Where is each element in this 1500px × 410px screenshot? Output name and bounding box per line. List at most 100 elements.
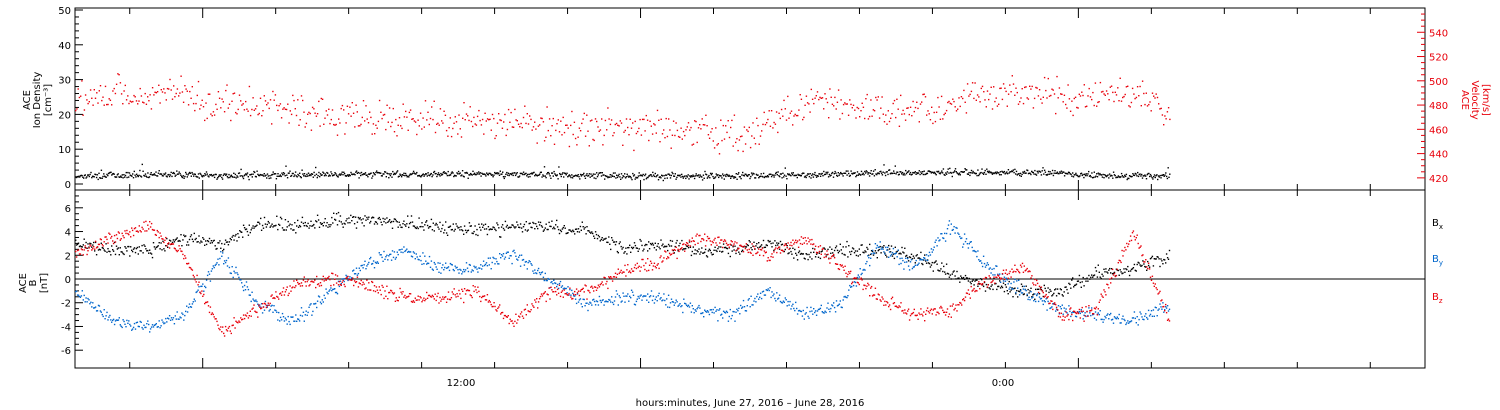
velocity-point <box>1076 106 1078 109</box>
bx-point <box>195 237 197 240</box>
density-point <box>274 173 277 175</box>
by-point <box>1094 311 1097 313</box>
by-point <box>747 299 749 301</box>
density-point <box>106 173 108 176</box>
by-point <box>861 272 863 275</box>
by-point <box>700 312 702 315</box>
bx-point <box>580 229 582 231</box>
density-point <box>814 171 816 174</box>
density-point <box>420 176 422 178</box>
by-point <box>806 306 808 309</box>
density-point <box>853 172 855 174</box>
bx-point <box>933 262 935 264</box>
bx-point <box>293 229 295 231</box>
velocity-point <box>629 118 631 120</box>
bx-point <box>375 221 378 223</box>
by-point <box>354 273 357 275</box>
density-point <box>632 175 635 177</box>
by-point <box>418 259 420 261</box>
bx-point <box>385 222 387 224</box>
top-right-tick-label: 540 <box>1429 28 1448 39</box>
velocity-point <box>1169 118 1171 121</box>
density-point <box>868 172 870 174</box>
velocity-point <box>823 108 825 110</box>
bx-point <box>502 227 505 230</box>
density-point <box>515 173 518 175</box>
bx-point <box>1081 281 1083 283</box>
density-point <box>1043 173 1045 175</box>
by-point <box>1142 318 1144 320</box>
density-point <box>800 175 802 177</box>
density-point <box>232 176 234 178</box>
density-point <box>1031 171 1034 173</box>
density-point <box>1141 177 1144 179</box>
density-point <box>499 170 501 172</box>
by-point <box>403 246 405 248</box>
density-point <box>1112 171 1115 173</box>
bx-point <box>1136 263 1138 266</box>
by-point <box>159 327 161 329</box>
velocity-point <box>654 124 656 126</box>
by-point <box>944 240 947 242</box>
bx-point <box>772 242 774 244</box>
by-point <box>969 241 971 243</box>
by-point <box>486 265 489 267</box>
bx-point <box>373 223 376 225</box>
density-point <box>465 172 467 174</box>
velocity-point <box>511 126 514 128</box>
velocity-point <box>112 90 114 92</box>
velocity-point <box>897 108 899 110</box>
bx-point <box>942 270 944 273</box>
velocity-point <box>871 115 873 117</box>
bx-point <box>636 247 638 249</box>
by-point <box>920 258 922 260</box>
by-point <box>686 305 689 308</box>
by-point <box>1054 303 1056 305</box>
by-point <box>156 326 158 328</box>
density-point <box>227 177 229 179</box>
velocity-point <box>924 96 927 98</box>
velocity-point <box>453 122 455 124</box>
bz-point <box>100 238 102 241</box>
velocity-point <box>681 138 683 140</box>
density-point <box>1137 171 1139 174</box>
density-point <box>350 171 352 174</box>
by-point <box>384 258 386 260</box>
density-point <box>1068 171 1071 174</box>
by-point <box>590 302 592 304</box>
top-right-tick-label: 440 <box>1429 150 1448 161</box>
density-point <box>352 173 355 175</box>
by-point <box>777 297 780 299</box>
by-point <box>585 302 587 304</box>
density-point <box>198 177 200 179</box>
velocity-point <box>855 117 857 119</box>
density-point <box>200 173 202 176</box>
density-point <box>486 173 489 175</box>
bx-point <box>639 238 641 241</box>
density-point <box>202 174 204 177</box>
density-point <box>618 173 620 176</box>
density-point <box>355 170 358 172</box>
by-point <box>365 268 367 270</box>
by-point <box>544 272 546 275</box>
by-point <box>875 247 878 249</box>
velocity-point <box>1002 83 1005 85</box>
velocity-point <box>783 99 785 102</box>
density-point <box>891 172 893 175</box>
bx-point <box>392 220 395 223</box>
by-point <box>320 303 323 305</box>
by-point <box>172 317 175 319</box>
by-point <box>1130 320 1133 322</box>
bx-point <box>261 224 264 227</box>
by-point <box>989 267 991 269</box>
by-point <box>949 233 952 235</box>
velocity-point <box>530 118 532 121</box>
by-point <box>1112 322 1115 324</box>
bx-point <box>841 252 843 255</box>
density-point <box>739 176 741 178</box>
bz-point <box>184 255 186 257</box>
bx-point <box>423 229 425 231</box>
by-point <box>298 320 301 322</box>
density-point <box>450 172 453 174</box>
velocity-point <box>288 122 290 124</box>
